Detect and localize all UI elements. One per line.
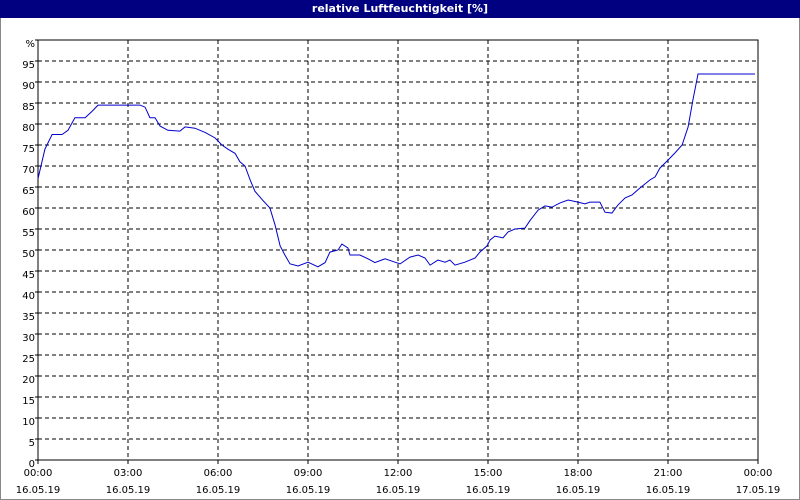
x-tick-date: 16.05.19 — [196, 485, 241, 496]
x-tick-date: 16.05.19 — [466, 485, 511, 496]
y-tick-label: 90 — [22, 81, 35, 92]
x-tick-label: 06:00 — [204, 468, 233, 479]
y-tick-label: 60 — [22, 207, 35, 218]
y-tick-label: 30 — [22, 333, 35, 344]
x-tick-date: 16.05.19 — [376, 485, 421, 496]
x-tick-date: 16.05.19 — [646, 485, 691, 496]
x-tick-label: 00:00 — [24, 468, 53, 479]
x-tick-label: 12:00 — [384, 468, 413, 479]
y-tick-label: 85 — [22, 102, 35, 113]
x-tick-label: 15:00 — [474, 468, 503, 479]
y-tick-label: 65 — [22, 186, 35, 197]
x-tick-date: 16.05.19 — [286, 485, 331, 496]
y-tick-label: 0 — [29, 459, 35, 470]
x-tick-label: 21:00 — [654, 468, 683, 479]
x-tick-label: 09:00 — [294, 468, 323, 479]
y-tick-label: 95 — [22, 60, 35, 71]
y-tick-label: 70 — [22, 165, 35, 176]
y-tick-label: 35 — [22, 312, 35, 323]
x-tick-date: 16.05.19 — [556, 485, 601, 496]
x-tick-date: 17.05.19 — [736, 485, 781, 496]
x-tick-label: 18:00 — [564, 468, 593, 479]
y-tick-label: 10 — [22, 417, 35, 428]
y-tick-label: 45 — [22, 270, 35, 281]
y-tick-label: 5 — [29, 438, 35, 449]
y-tick-label: 25 — [22, 354, 35, 365]
x-tick-label: 03:00 — [114, 468, 143, 479]
y-tick-label: 15 — [22, 396, 35, 407]
y-tick-label: 50 — [22, 249, 35, 260]
x-tick-date: 16.05.19 — [106, 485, 151, 496]
data-line — [37, 73, 755, 268]
y-tick-label: % — [25, 39, 35, 50]
x-tick-label: 00:00 — [744, 468, 773, 479]
x-tick-date: 16.05.19 — [16, 485, 61, 496]
y-tick-label: 55 — [22, 228, 35, 239]
chart-title: relative Luftfeuchtigkeit [%] — [0, 0, 800, 18]
y-tick-label: 75 — [22, 144, 35, 155]
y-tick-label: 40 — [22, 291, 35, 302]
y-tick-label: 20 — [22, 375, 35, 386]
y-tick-label: 80 — [22, 123, 35, 134]
